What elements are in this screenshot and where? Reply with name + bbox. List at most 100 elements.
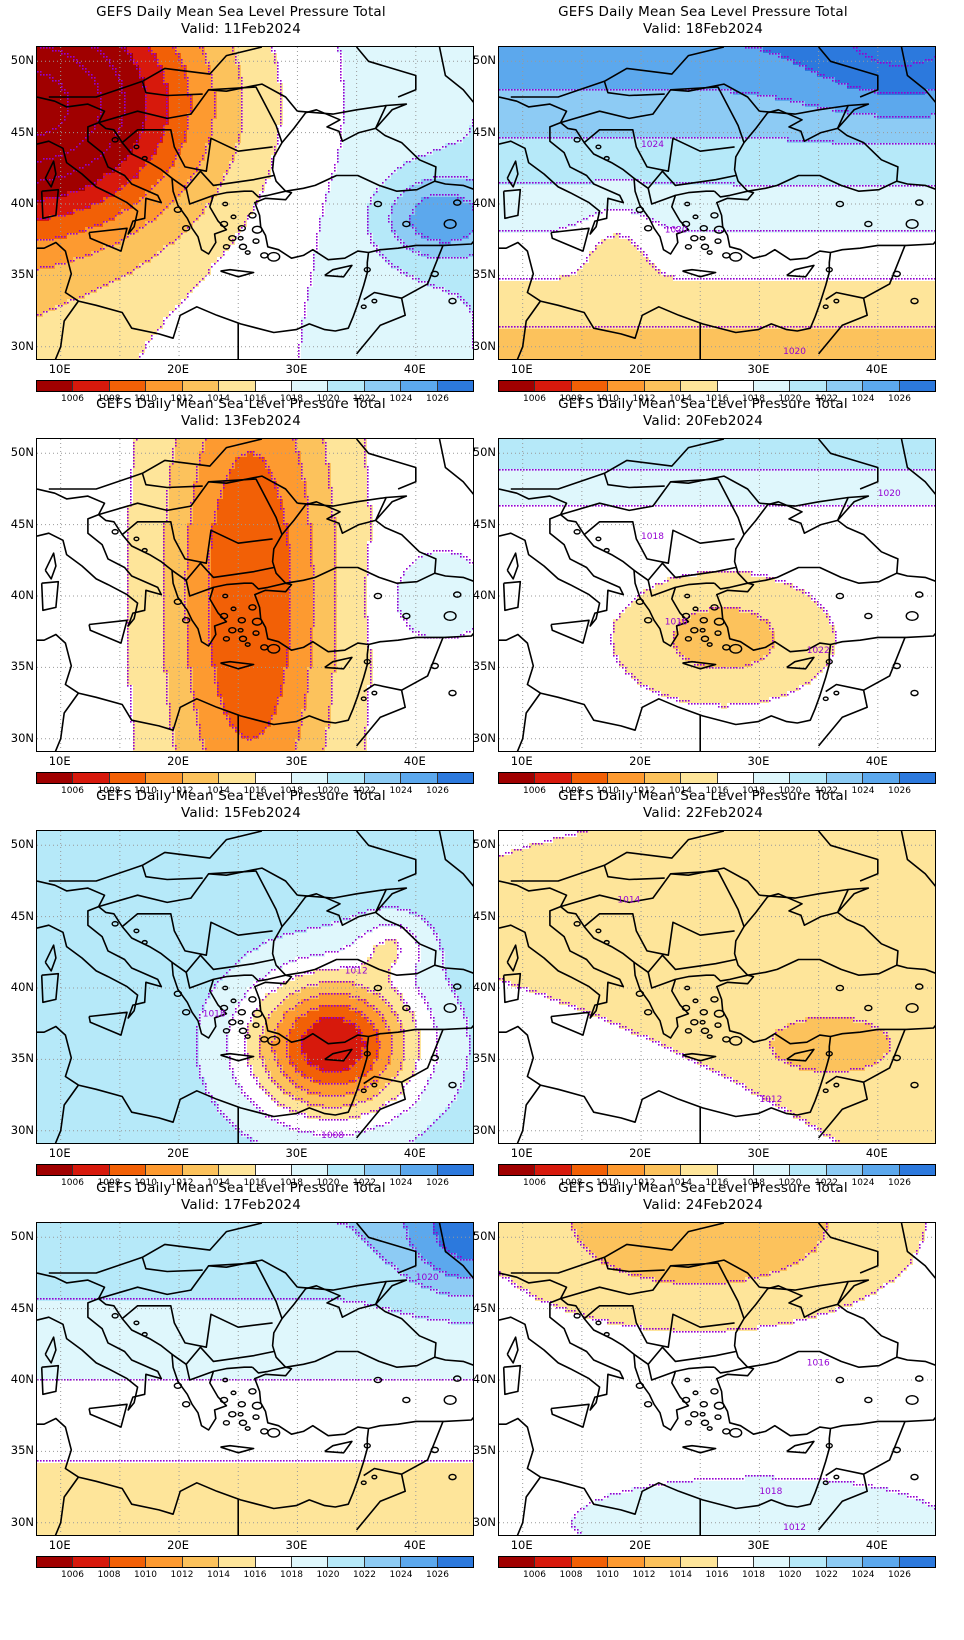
field-cell	[307, 245, 314, 252]
field-cell	[205, 311, 212, 318]
field-cell	[457, 347, 464, 354]
field-cell	[91, 59, 98, 66]
field-cell	[283, 221, 290, 228]
field-cell	[259, 317, 266, 324]
field-cell	[409, 65, 416, 72]
field-cell	[343, 119, 350, 126]
field-cell	[79, 239, 86, 246]
field-cell	[259, 167, 266, 174]
isobar-segment	[115, 68, 117, 70]
field-cell	[337, 281, 344, 288]
field-cell	[439, 167, 446, 174]
field-cell	[331, 149, 338, 156]
field-cell	[313, 251, 320, 258]
field-cell	[109, 359, 116, 360]
field-cell	[433, 59, 440, 66]
isobar-segment	[214, 101, 216, 103]
field-cell	[463, 155, 470, 162]
field-cell	[283, 83, 290, 90]
field-cell	[145, 221, 152, 228]
field-cell	[343, 209, 350, 216]
field-cell	[145, 359, 152, 360]
field-cell	[307, 95, 314, 102]
field-cell	[79, 191, 86, 198]
field-cell	[277, 203, 284, 210]
field-cell	[295, 71, 302, 78]
field-cell	[109, 107, 116, 114]
field-cell	[163, 263, 170, 270]
field-cell	[163, 47, 170, 54]
field-cell	[427, 257, 434, 264]
field-cell	[229, 191, 236, 198]
field-cell	[253, 65, 260, 72]
field-cell	[403, 167, 410, 174]
field-cell	[73, 311, 80, 318]
isobar-segment	[100, 110, 102, 112]
field-cell	[355, 203, 362, 210]
field-cell	[319, 281, 326, 288]
field-cell	[379, 209, 386, 216]
field-cell	[259, 281, 266, 288]
isobar-segment	[460, 140, 462, 142]
field-cell	[391, 209, 398, 216]
field-cell	[259, 161, 266, 168]
field-cell	[409, 353, 416, 359]
isobar-segment	[79, 188, 81, 190]
field-cell	[235, 107, 242, 114]
field-cell	[313, 335, 320, 342]
isobar-segment	[49, 47, 51, 49]
field-cell	[325, 245, 332, 252]
field-cell	[361, 299, 368, 306]
field-cell	[253, 71, 260, 78]
isobar-segment	[199, 215, 201, 217]
field-cell	[217, 65, 224, 72]
field-cell	[391, 251, 398, 258]
isobar-segment	[145, 110, 147, 112]
field-cell	[289, 347, 296, 354]
field-cell	[259, 119, 266, 126]
field-cell	[67, 149, 74, 156]
isobar-segment	[154, 56, 156, 58]
isobar-segment	[82, 209, 84, 211]
isobar-segment	[97, 119, 99, 121]
field-cell	[445, 161, 452, 168]
field-cell	[349, 95, 356, 102]
field-cell	[301, 329, 308, 336]
field-cell	[277, 293, 284, 300]
field-cell	[265, 89, 272, 96]
field-cell	[115, 353, 122, 359]
isobar-segment	[190, 95, 192, 97]
field-cell	[151, 113, 158, 120]
field-cell	[271, 227, 278, 234]
isobar-segment	[166, 107, 168, 109]
field-cell	[373, 305, 380, 312]
field-cell	[139, 113, 146, 120]
isobar-segment	[271, 47, 273, 49]
field-cell	[205, 293, 212, 300]
field-cell	[415, 191, 422, 198]
field-cell	[97, 257, 104, 264]
field-cell	[469, 269, 473, 276]
field-cell	[181, 257, 188, 264]
field-cell	[271, 89, 278, 96]
field-cell	[301, 215, 308, 222]
field-cell	[433, 155, 440, 162]
field-cell	[91, 173, 98, 180]
field-cell	[385, 65, 392, 72]
field-cell	[319, 137, 326, 144]
field-cell	[349, 47, 356, 54]
field-cell	[241, 275, 248, 282]
field-cell	[361, 101, 368, 108]
field-cell	[79, 71, 86, 78]
field-cell	[277, 71, 284, 78]
field-cell	[379, 317, 386, 324]
field-cell	[205, 263, 212, 270]
isobar-segment	[46, 197, 48, 199]
isobar-segment	[166, 206, 168, 208]
field-cell	[73, 281, 80, 288]
isobar-segment	[100, 224, 102, 226]
field-cell	[133, 197, 140, 204]
field-cell	[271, 335, 278, 342]
field-cell	[91, 257, 98, 264]
field-cell	[187, 143, 194, 150]
